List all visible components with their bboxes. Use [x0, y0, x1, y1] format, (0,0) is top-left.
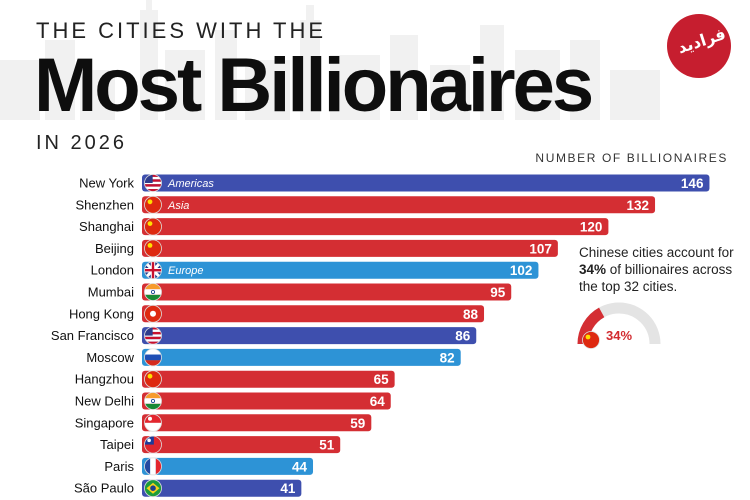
bar [142, 305, 485, 323]
data-label: 132 [627, 198, 650, 213]
page-title: Most Billionaires [34, 43, 594, 128]
bar [142, 392, 391, 410]
bar-row: Hong Kong 88 [69, 304, 485, 323]
flag-icon [144, 195, 162, 214]
bar-row: Shanghai 120 [79, 217, 609, 236]
china-flag-icon [582, 331, 600, 349]
flag-icon [144, 435, 162, 454]
legend-entry: Europe [168, 265, 203, 277]
data-label: 95 [490, 285, 506, 300]
category-label: Mumbai [88, 285, 134, 300]
legend-entry: Asia [167, 200, 189, 212]
category-label: New York [79, 176, 134, 191]
category-label: Hangzhou [75, 372, 134, 387]
bar-row: São Paulo 41 [74, 479, 302, 498]
category-label: Taipei [100, 437, 134, 452]
bar [142, 479, 302, 497]
annotation-before: Chinese cities account for [579, 245, 734, 260]
flag-icon [144, 283, 162, 301]
bar [142, 261, 539, 279]
bar [142, 174, 710, 192]
bar [142, 370, 395, 388]
category-label: Moscow [86, 350, 134, 365]
flag-icon [144, 261, 162, 280]
annotation-after: of billionaires across the top 32 cities… [579, 262, 733, 294]
data-label: 59 [350, 416, 365, 431]
data-label: 44 [292, 459, 308, 474]
bar-row: Shenzhen 132 [75, 195, 656, 214]
category-label: São Paulo [74, 481, 134, 496]
bar [142, 239, 558, 257]
pre-title: THE CITIES WITH THE [36, 18, 327, 43]
bar-row: New Delhi 64 [75, 392, 391, 410]
annotation-highlight: 34% [579, 262, 607, 277]
bar [142, 348, 461, 366]
bar-row: Singapore 59 [75, 413, 372, 432]
flag-icon [144, 413, 162, 432]
category-label: New Delhi [75, 394, 134, 409]
skyline-background [0, 0, 660, 120]
bar-row: San Francisco 86 [51, 326, 477, 345]
flag-icon [144, 370, 162, 389]
brand-logo: فرادید [667, 14, 731, 78]
bar [142, 196, 656, 214]
bar-row: Paris 44 [104, 457, 314, 476]
sub-title: IN 2026 [36, 132, 128, 154]
category-label: Singapore [75, 415, 134, 430]
flag-icon [144, 457, 162, 476]
category-label: Hong Kong [69, 306, 134, 321]
bar [142, 436, 341, 454]
bar-row: Mumbai 95 [88, 283, 512, 301]
data-label: 41 [280, 481, 296, 496]
flag-icon [144, 174, 162, 192]
flag-icon [144, 326, 162, 345]
bar-row: Hangzhou 65 [75, 370, 395, 389]
share-gauge [577, 302, 661, 349]
flag-icon [144, 304, 162, 323]
category-label: San Francisco [51, 328, 134, 343]
flag-icon [144, 239, 162, 258]
annotation-text: Chinese cities account for 34% of billio… [579, 244, 749, 295]
bar [142, 283, 512, 301]
bar-row: New York 146 [79, 174, 710, 192]
bar-row: Beijing 107 [95, 239, 558, 258]
category-label: Beijing [95, 241, 134, 256]
data-label: 82 [440, 350, 455, 365]
data-label: 107 [529, 241, 552, 256]
data-label: 64 [370, 394, 386, 409]
logo-text: فرادید [675, 24, 728, 58]
data-label: 102 [510, 263, 533, 278]
data-label: 146 [681, 176, 704, 191]
data-label: 88 [463, 307, 479, 322]
flag-icon [144, 217, 162, 236]
data-label: 65 [374, 372, 390, 387]
data-label: 51 [319, 438, 335, 453]
category-label: Shenzhen [75, 197, 134, 212]
bar [142, 414, 372, 432]
category-label: London [91, 263, 134, 278]
flag-icon [144, 348, 162, 367]
data-label: 86 [455, 329, 471, 344]
category-label: Shanghai [79, 219, 134, 234]
data-label: 120 [580, 220, 603, 235]
bar [142, 218, 609, 236]
category-label: Paris [104, 459, 134, 474]
gauge-value-label: 34% [606, 328, 633, 343]
x-axis-label: NUMBER OF BILLIONAIRES [535, 151, 728, 165]
bar-row: Moscow 82 [86, 348, 461, 367]
bar-row: Taipei 51 [100, 435, 341, 454]
flag-icon [144, 479, 162, 498]
bar [142, 457, 314, 475]
chart-header: THE CITIES WITH THE Most Billionaires IN… [34, 18, 594, 154]
flag-icon [144, 392, 162, 410]
legend-entry: Americas [167, 178, 214, 190]
bar-row: London 102 [91, 261, 539, 280]
bar [142, 327, 477, 345]
